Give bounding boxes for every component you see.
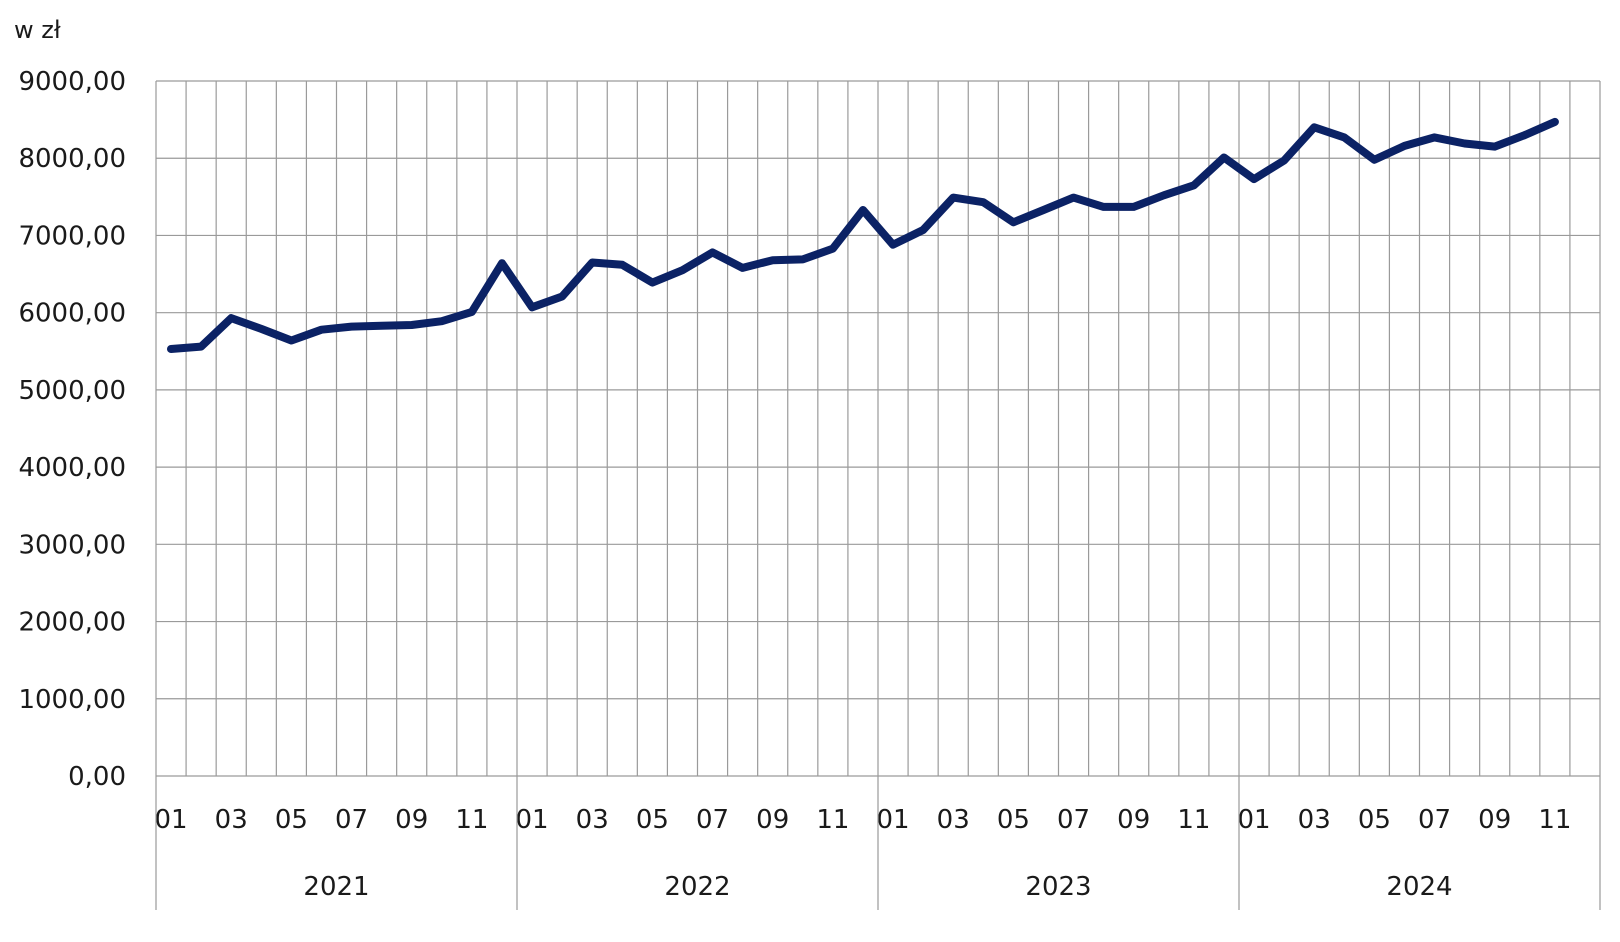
data-point: [1193, 184, 1195, 186]
data-point: [531, 306, 533, 308]
data-point: [1494, 146, 1496, 148]
x-month-label: 07: [1418, 805, 1451, 835]
y-tick-label: 3000,00: [18, 530, 126, 560]
x-month-label: 01: [876, 805, 909, 835]
y-tick-label: 0,00: [68, 762, 126, 792]
data-point: [381, 325, 383, 327]
data-point: [742, 267, 744, 269]
data-point: [1373, 159, 1375, 161]
y-tick-label: 1000,00: [18, 685, 126, 715]
data-point: [1554, 121, 1556, 123]
x-year-label: 2021: [303, 872, 369, 902]
data-point: [501, 262, 503, 264]
data-point: [1073, 197, 1075, 199]
data-point: [561, 295, 563, 297]
x-month-label: 05: [1358, 805, 1391, 835]
y-tick-label: 4000,00: [18, 453, 126, 483]
x-month-label: 05: [636, 805, 669, 835]
x-month-label: 05: [275, 805, 308, 835]
data-point: [1403, 145, 1405, 147]
data-point: [772, 259, 774, 261]
data-point: [802, 258, 804, 260]
data-point: [290, 339, 292, 341]
series-group: [167, 117, 1559, 353]
y-tick-label: 7000,00: [18, 221, 126, 251]
data-point: [1343, 136, 1345, 138]
data-point: [1283, 160, 1285, 162]
data-point: [471, 311, 473, 313]
data-point: [1163, 194, 1165, 196]
x-month-label: 11: [816, 805, 849, 835]
x-axis: 01 03 05 07 09 11 2021 01 03 05 07 09 11 2022 01 03 05 07…: [154, 776, 1601, 910]
data-point: [1434, 136, 1436, 138]
data-point: [230, 317, 232, 319]
data-point: [681, 269, 683, 271]
x-month-label: 09: [1478, 805, 1511, 835]
x-month-label: 03: [1298, 805, 1331, 835]
x-month-label: 05: [997, 805, 1030, 835]
x-month-label: 09: [395, 805, 428, 835]
data-point: [832, 248, 834, 250]
x-month-label: 01: [515, 805, 548, 835]
data-point: [952, 197, 954, 199]
y-tick-label: 2000,00: [18, 608, 126, 638]
y-tick-label: 9000,00: [18, 67, 126, 97]
data-point: [1253, 178, 1255, 180]
data-point: [1103, 206, 1105, 208]
unit-label: w zł: [14, 16, 61, 44]
y-tick-label: 6000,00: [18, 299, 126, 329]
data-point: [1464, 143, 1466, 145]
data-point: [712, 251, 714, 253]
x-month-label: 11: [1538, 805, 1571, 835]
x-month-label: 03: [576, 805, 609, 835]
x-month-label: 07: [335, 805, 368, 835]
x-month-label: 11: [1177, 805, 1210, 835]
x-year-label: 2023: [1025, 872, 1091, 902]
data-point: [1223, 156, 1225, 158]
data-point: [922, 229, 924, 231]
y-tick-label: 5000,00: [18, 376, 126, 406]
x-year-label: 2022: [664, 872, 730, 902]
data-point: [1313, 126, 1315, 128]
vertical-gridlines: [155, 81, 1601, 776]
data-point: [982, 201, 984, 203]
data-point: [1012, 221, 1014, 223]
data-point: [441, 320, 443, 322]
y-axis: 0,00 1000,00 2000,00 3000,00 4000,00 5000,00 6…: [18, 67, 126, 792]
data-point: [591, 261, 593, 263]
x-month-label: 03: [215, 805, 248, 835]
y-tick-label: 8000,00: [18, 144, 126, 174]
x-month-label: 07: [1057, 805, 1090, 835]
series-line: [167, 117, 1559, 353]
x-year-label: 2024: [1386, 872, 1452, 902]
x-month-label: 09: [756, 805, 789, 835]
data-point: [170, 348, 172, 350]
data-point: [1042, 209, 1044, 211]
x-month-label: 09: [1117, 805, 1150, 835]
x-month-label: 01: [1237, 805, 1270, 835]
data-point: [351, 326, 353, 328]
data-point: [320, 329, 322, 331]
data-point: [1133, 206, 1135, 208]
data-point: [260, 328, 262, 330]
data-point: [621, 264, 623, 266]
x-month-label: 07: [696, 805, 729, 835]
x-month-label: 11: [455, 805, 488, 835]
data-point: [862, 209, 864, 211]
data-point: [1524, 134, 1526, 136]
data-point: [892, 244, 894, 246]
x-month-label: 01: [154, 805, 187, 835]
data-point: [651, 282, 653, 284]
data-point: [200, 346, 202, 348]
x-month-label: 03: [937, 805, 970, 835]
data-point: [411, 324, 413, 326]
